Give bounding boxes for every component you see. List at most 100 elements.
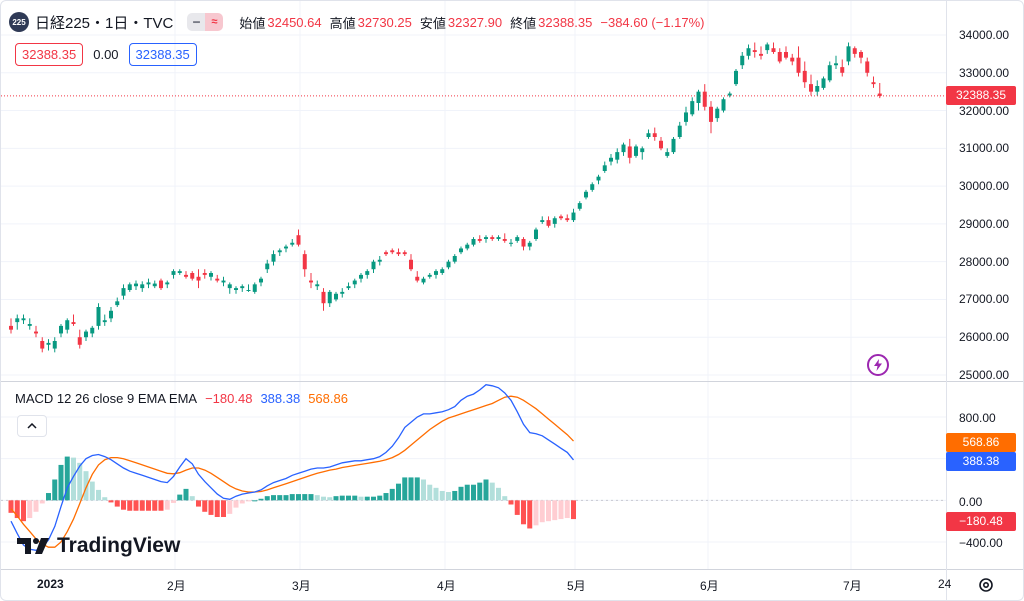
candle-up [540,220,545,222]
macd-histogram-bar [396,483,401,501]
candle-down [784,52,788,58]
buy-price-button[interactable]: 32388.35 [128,43,197,66]
time-axis-separator [1,569,1023,570]
candle-down [802,70,807,83]
lightning-icon[interactable] [867,354,889,376]
price-axis-label: 33000.00 [959,65,1010,80]
candle-up [496,237,501,239]
macd-histogram-bar [364,496,370,501]
candle-up [721,99,726,111]
macd-histogram-bar [327,497,333,501]
candle-up [259,278,263,283]
histogram-value-tag: −180.48 [946,512,1016,531]
candle-up [815,86,820,92]
candle-up [690,101,695,115]
macd-histogram-bar [321,496,326,501]
price-axis-label: 26000.00 [959,330,1010,345]
order-boxes: 32388.35 0.00 32388.35 [15,43,197,66]
minus-icon[interactable]: ━ [187,13,206,31]
macd-histogram-bar [452,490,458,501]
price-axis-label: 31000.00 [959,141,1010,156]
sell-price-button[interactable]: 32388.35 [15,43,84,66]
macd-histogram-bar [302,494,308,501]
time-axis-label: 2023 [37,577,64,591]
candle-up [634,146,638,156]
candle-up [527,242,532,247]
candle-up [109,310,113,319]
candle-up [846,46,851,62]
candle-down [565,218,570,221]
candle-down [34,331,38,334]
time-axis-label: 4月 [437,579,456,593]
tradingview-logo[interactable]: TradingView [17,534,180,558]
candle-up [615,152,620,160]
time-axis-label: 6月 [700,579,719,593]
macd-histogram-bar [271,495,276,501]
candle-up [65,320,70,330]
macd-histogram-bar [89,481,95,501]
macd-histogram-bar [27,500,33,519]
macd-histogram-bar [408,477,414,501]
open-label: 始値 [239,15,266,31]
candle-up [727,93,732,96]
macd-histogram-bar [64,456,70,501]
macd-histogram-bar [508,500,514,505]
macd-title[interactable]: MACD 12 26 close 9 EMA EMA [15,391,198,406]
tradingview-logo-icon [17,538,49,554]
macd-histogram-bar [433,487,439,501]
macd-value-tag: 388.38 [946,452,1016,471]
macd-histogram-bar [114,500,120,507]
candle-up [252,284,257,292]
collapse-legend-button[interactable] [17,415,47,437]
candle-up [459,248,463,253]
candle-up [27,324,32,326]
macd-histogram-bar [202,500,208,512]
candle-up [90,327,95,334]
candle-down [9,325,13,330]
candle-up [271,254,276,262]
settings-gear-icon[interactable] [977,576,995,594]
symbol-logo-icon[interactable]: 225 [9,12,29,32]
candle-up [277,250,282,253]
candle-up [121,288,126,296]
close-value: 32388.35 [538,14,593,30]
pane-separator[interactable] [1,381,1023,382]
signal-value-tag: 568.86 [946,433,1016,452]
candle-up [602,165,607,171]
candle-up [484,237,488,239]
candle-up [440,269,445,273]
symbol-title[interactable]: 日経225・1日・TVC [35,14,174,32]
macd-histogram-bar [339,495,345,501]
low-value: 32327.90 [447,14,503,30]
wave-icon[interactable]: ≈ [205,13,224,31]
macd-histogram-bar [496,487,501,501]
candle-up [640,148,645,153]
candle-up [171,271,176,275]
macd-histogram-bar [121,500,126,510]
candle-down [790,57,795,62]
price-axis-label: 32000.00 [959,103,1010,118]
candle-up [102,320,107,323]
candle-down [521,239,526,247]
high-value: 32730.25 [357,14,412,30]
macd-histogram-bar [233,500,239,508]
candle-up [246,290,251,291]
macd-histogram-bar [489,482,495,501]
candle-down [865,61,870,73]
macd-histogram-bar [427,484,433,501]
candle-up [821,78,826,88]
macd-histogram-bar [471,484,476,501]
macd-histogram-bar [352,495,358,501]
candle-up [227,284,232,289]
macd-histogram-bar [283,495,289,501]
macd-histogram-bar [183,488,189,501]
macd-histogram-bar [108,500,114,503]
macd-histogram-bar [258,498,264,501]
macd-histogram-bar [158,500,164,511]
legend-toggle-group[interactable]: ━ ≈ [187,13,224,31]
candle-up [359,274,363,279]
macd-histogram-bar [521,500,526,525]
macd-histogram-bar [389,488,395,501]
macd-histogram-bar [127,500,133,511]
